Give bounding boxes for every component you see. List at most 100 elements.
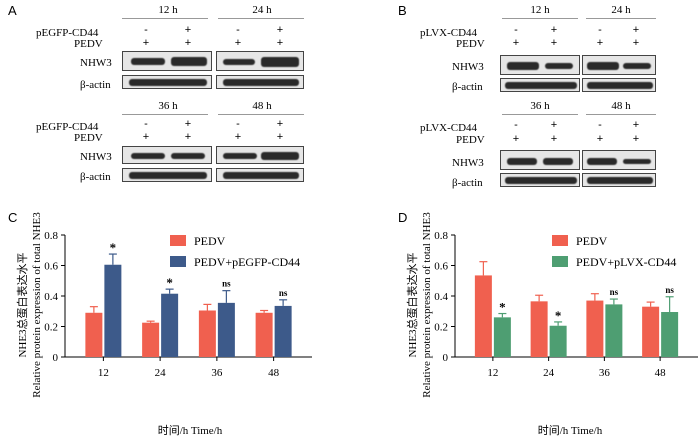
y-tick-label: 0 (53, 352, 59, 364)
panel-label-d: D (398, 210, 408, 225)
blot-nhe3-12h (500, 55, 580, 75)
x-tick-label: 12 (487, 367, 498, 379)
minus-sign: - (598, 119, 602, 131)
bar (642, 306, 660, 357)
minus-sign: - (144, 118, 148, 130)
row-label-loading: β-actin (80, 79, 111, 91)
blot-nhe3-48h (582, 150, 656, 170)
minus-sign: - (598, 24, 602, 36)
bar (474, 275, 492, 357)
row-label-virus: PEDV (456, 38, 485, 50)
legend-label: PEDV (576, 234, 608, 248)
time-header: 24 h (252, 4, 272, 16)
blot-nhe3-36h (122, 146, 212, 164)
panel-label-c: C (8, 210, 18, 225)
blot-actin-36h (500, 173, 580, 187)
bar (142, 322, 160, 357)
time-header: 36 h (530, 100, 550, 112)
plus-sign: + (142, 131, 150, 143)
header-rule (218, 114, 304, 115)
significance-label: * (166, 275, 173, 290)
row-label-loading: β-actin (80, 171, 111, 183)
plus-sign: + (184, 37, 192, 49)
header-rule (502, 18, 578, 19)
header-rule (586, 114, 656, 115)
row-label-target: NHW3 (452, 157, 484, 169)
legend-swatch (170, 235, 186, 246)
plus-sign: + (234, 131, 242, 143)
blot-actin-36h (122, 168, 212, 182)
y-tick-label: 0.8 (434, 230, 448, 242)
y-tick-label: 0.2 (44, 322, 58, 334)
plus-sign: + (632, 133, 640, 145)
minus-sign: - (144, 24, 148, 36)
bar (255, 312, 273, 357)
x-axis-title: 时间/h Time/h (538, 424, 603, 437)
blot-actin-24h (582, 78, 656, 92)
y-axis-title-en: Relative protein expression of total NHE… (421, 212, 433, 398)
header-rule (122, 18, 208, 19)
y-axis-title-en: Relative protein expression of total NHE… (31, 212, 43, 398)
bar (586, 300, 604, 357)
plus-sign: + (550, 119, 558, 131)
y-tick-label: 0.4 (44, 291, 58, 303)
plus-sign: + (184, 24, 192, 36)
header-rule (502, 114, 578, 115)
header-rule (122, 114, 208, 115)
bar (605, 304, 623, 357)
legend-swatch (170, 256, 186, 267)
row-label-virus: PEDV (74, 38, 103, 50)
x-tick-label: 24 (543, 367, 555, 379)
y-tick-label: 0.8 (44, 230, 58, 242)
minus-sign: - (514, 24, 518, 36)
significance-label: * (110, 240, 117, 255)
plus-sign: + (512, 37, 520, 49)
bar (493, 317, 511, 357)
panel-label-b: B (398, 3, 407, 18)
bar (104, 264, 122, 357)
y-tick-label: 0.2 (434, 322, 448, 334)
minus-sign: - (514, 119, 518, 131)
minus-sign: - (236, 118, 240, 130)
blot-actin-24h (216, 75, 304, 89)
row-label-target: NHW3 (452, 61, 484, 73)
row-label-target: NHW3 (80, 151, 112, 163)
y-axis-title-cn: NHE3总蛋白表达水平 (405, 252, 419, 357)
row-label-overexpression: pEGFP-CD44 (36, 121, 99, 133)
plus-sign: + (184, 131, 192, 143)
bar (198, 310, 216, 357)
row-label-virus: PEDV (456, 134, 485, 146)
row-label-overexpression: pLVX-CD44 (420, 122, 478, 134)
significance-label: ns (222, 279, 231, 289)
bar (549, 325, 567, 357)
plus-sign: + (276, 37, 284, 49)
blot-nhe3-24h (216, 51, 304, 71)
plus-sign: + (550, 37, 558, 49)
x-axis-title: 时间/h Time/h (158, 424, 223, 437)
blot-nhe3-24h (582, 55, 656, 75)
y-tick-label: 0 (443, 352, 449, 364)
x-tick-label: 36 (599, 367, 611, 379)
plus-sign: + (512, 133, 520, 145)
bar (530, 301, 548, 357)
bar (217, 302, 235, 357)
row-label-overexpression: pEGFP-CD44 (36, 27, 99, 39)
legend-swatch (552, 235, 568, 246)
row-label-virus: PEDV (74, 132, 103, 144)
plus-sign: + (632, 119, 640, 131)
blot-actin-12h (500, 78, 580, 92)
plus-sign: + (276, 118, 284, 130)
plus-sign: + (550, 24, 558, 36)
time-header: 12 h (158, 4, 178, 16)
x-tick-label: 48 (268, 367, 280, 379)
header-rule (218, 18, 304, 19)
bar (661, 312, 679, 357)
row-label-target: NHW3 (80, 57, 112, 69)
row-label-loading: β-actin (452, 177, 483, 189)
x-tick-label: 24 (155, 367, 167, 379)
bar-chart-d: NHE3总蛋白表达水平 Relative protein expression … (405, 212, 698, 437)
time-header: 48 h (252, 100, 272, 112)
plus-sign: + (596, 37, 604, 49)
blot-nhe3-48h (216, 146, 304, 164)
x-tick-label: 12 (98, 367, 109, 379)
